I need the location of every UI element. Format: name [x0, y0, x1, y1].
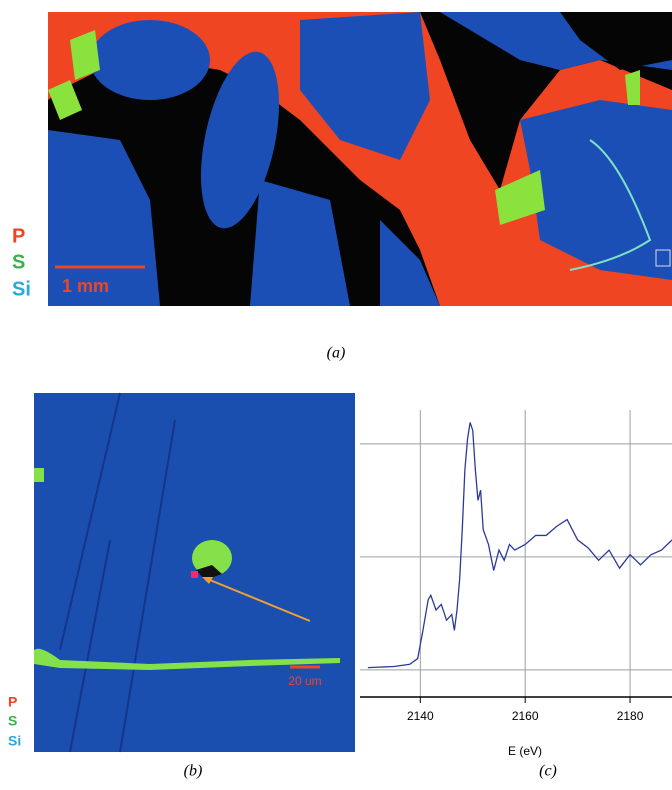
- x-tick-label: 2160: [512, 709, 539, 723]
- legend-label: P: [12, 225, 25, 247]
- legend-label: S: [8, 713, 17, 729]
- legend-label: P: [8, 694, 17, 710]
- spectrum-chart: 2140 2160 2180: [360, 410, 672, 723]
- x-tick-label: 2180: [617, 709, 644, 723]
- panel-a-image: [48, 12, 672, 306]
- figure: 1 mm P S Si (a) 20 um P S Si (b) 2140 216…: [0, 0, 672, 785]
- panel-b-image: [34, 393, 355, 752]
- caption: (c): [539, 763, 557, 780]
- caption: (a): [327, 345, 346, 362]
- caption: (b): [184, 763, 203, 780]
- spectrum-line: [368, 422, 672, 667]
- legend-label: Si: [12, 278, 31, 300]
- legend-label: Si: [8, 733, 21, 749]
- x-axis-label: E (eV): [508, 744, 542, 758]
- legend-label: S: [12, 251, 25, 273]
- scale-bar-label: 1 mm: [62, 276, 109, 296]
- x-tick-label: 2140: [407, 709, 434, 723]
- scale-bar-label: 20 um: [288, 674, 321, 688]
